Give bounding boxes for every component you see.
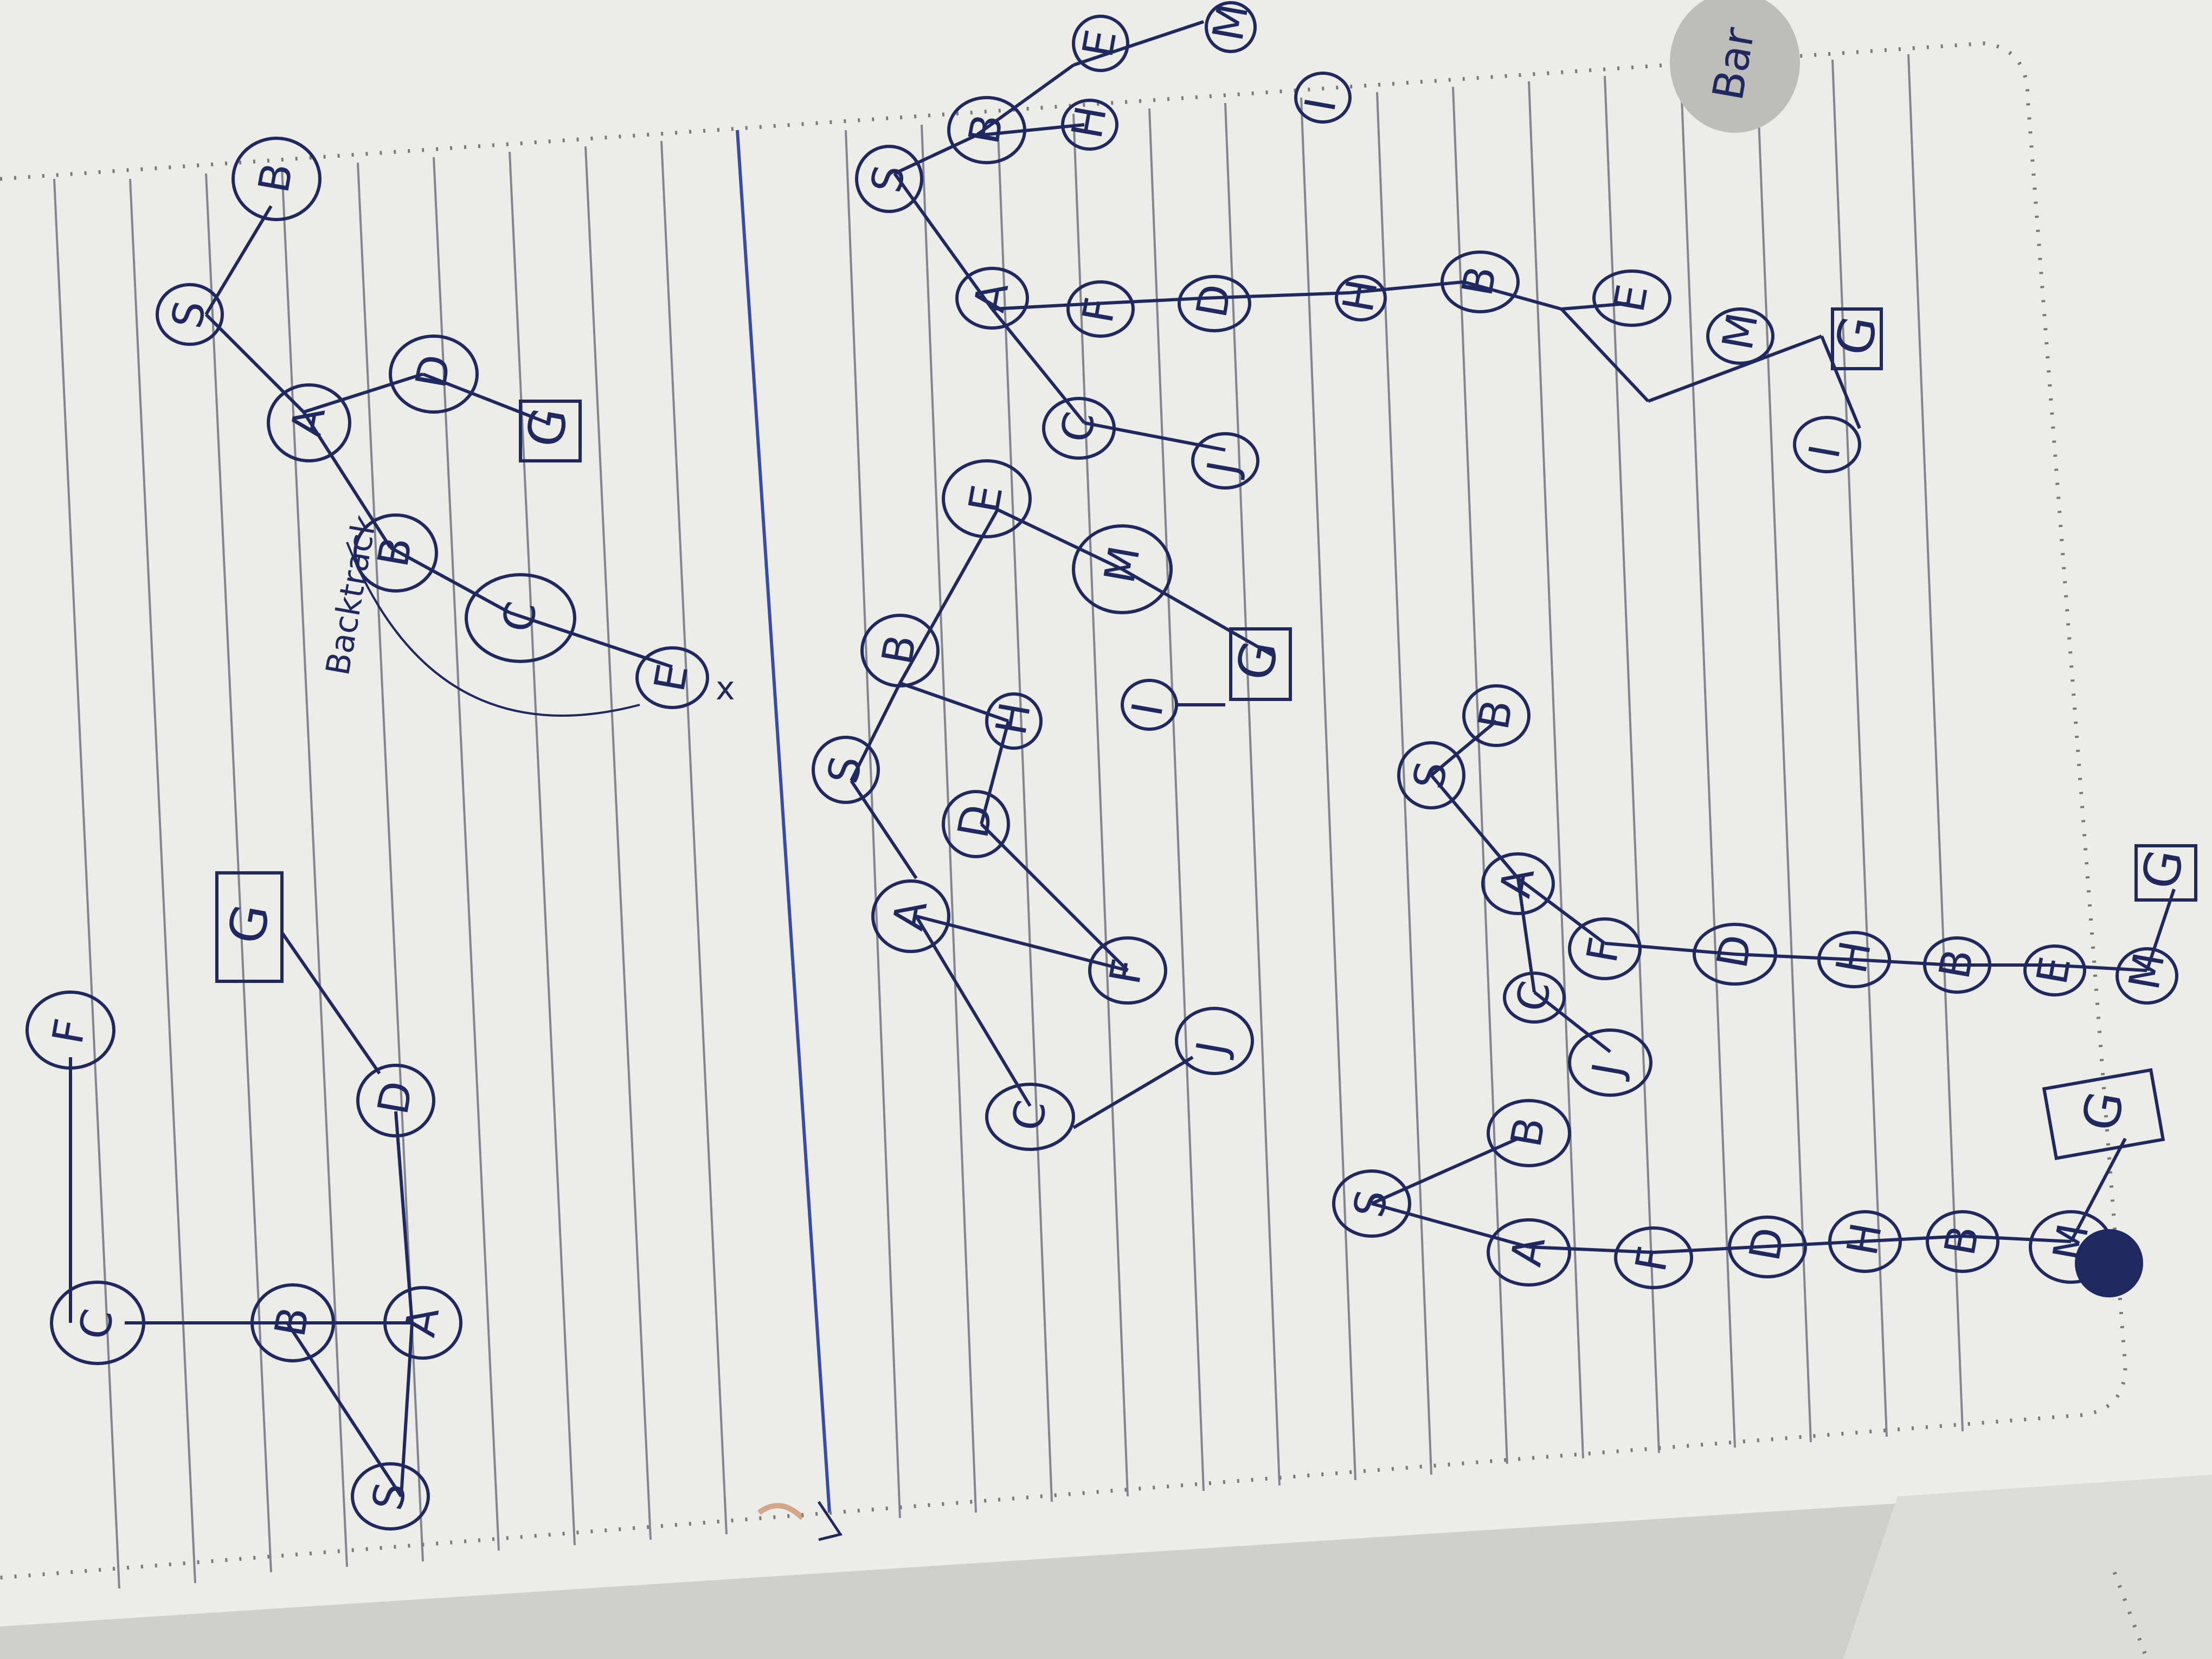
graph-1 xyxy=(25,871,462,1531)
graph-3 xyxy=(812,459,1292,1151)
svg-text:M: M xyxy=(1713,309,1767,353)
tree-2 xyxy=(1397,684,2197,1097)
svg-text:M: M xyxy=(2120,949,2174,993)
svg-text:M: M xyxy=(2044,1220,2098,1264)
tree-3 xyxy=(1332,1068,2165,1297)
tree-1 xyxy=(855,1,1883,490)
ruled-lines xyxy=(53,54,1964,1589)
margin-line xyxy=(736,130,831,1513)
corner-logo xyxy=(1670,0,1800,133)
svg-text:M: M xyxy=(1204,0,1258,44)
graph-2 xyxy=(156,137,709,717)
x-annotation: x xyxy=(716,670,735,708)
svg-text:M: M xyxy=(1095,542,1149,587)
